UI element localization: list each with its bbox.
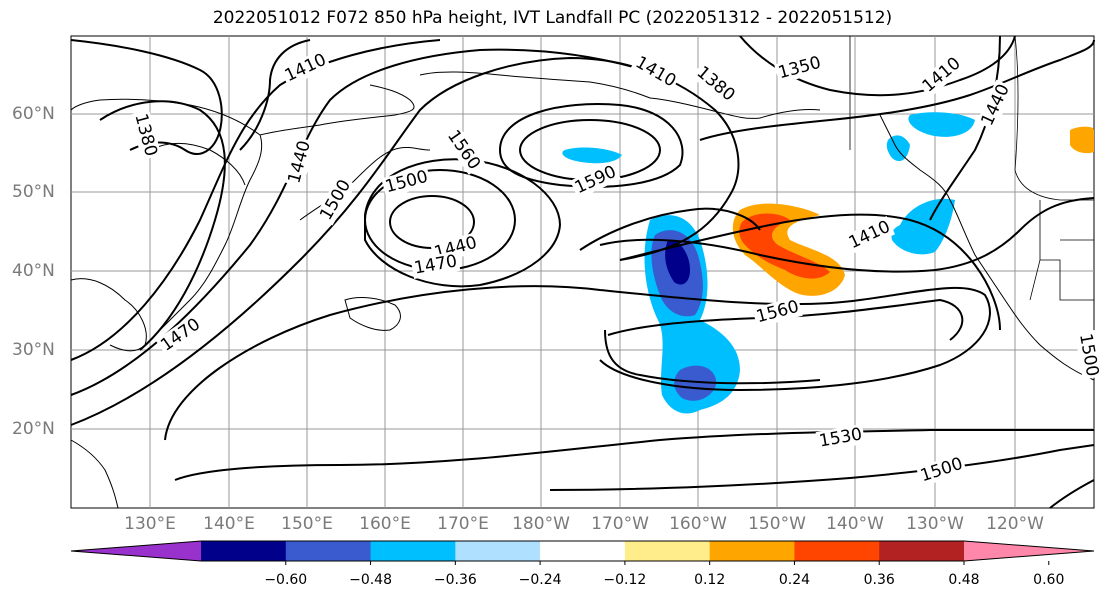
lat-label-40n: 40°N: [12, 261, 55, 281]
ivt-negative-plume-central-pacific: [644, 215, 740, 414]
colorbar-segment: [794, 541, 880, 561]
colorbar-segment: [285, 541, 372, 561]
lon-label-170w: 170°W: [591, 514, 649, 534]
colorbar-tick-label: 0.24: [778, 572, 811, 588]
height-contours: [70, 35, 1095, 509]
colorbar-extend-max: [964, 541, 1094, 561]
colorbar-extend-min: [71, 541, 201, 561]
colorbar-tick-label: −0.12: [603, 572, 647, 588]
colorbar-segment: [879, 541, 965, 561]
colorbar-outline: [70, 540, 1095, 562]
lon-label-170e: 170°E: [437, 514, 489, 534]
lon-label-150w: 150°W: [748, 514, 806, 534]
colorbar-segment: [709, 541, 795, 561]
lon-label-140e: 140°E: [203, 514, 255, 534]
colorbar-tick-label: 0.48: [948, 572, 980, 588]
colorbar-segment: [624, 541, 711, 561]
colorbar-segment: [455, 541, 541, 561]
lat-label-50n: 50°N: [12, 182, 55, 202]
ivt-negative-small-features: [562, 112, 1094, 255]
lat-label-60n: 60°N: [12, 104, 55, 124]
colorbar-tick-label: 0.60: [1033, 572, 1065, 588]
colorbar-segment: [540, 541, 626, 561]
colorbar: [70, 540, 1095, 565]
lon-label-160e: 160°E: [359, 514, 411, 534]
lon-label-180w: 180°W: [512, 514, 570, 534]
colorbar-tick-label: 0.36: [863, 572, 895, 588]
coastlines: [70, 71, 1095, 509]
colorbar-tick-label: −0.24: [518, 572, 562, 588]
map-title: 2022051012 F072 850 hPa height, IVT Land…: [212, 8, 893, 28]
lon-label-130w: 130°W: [906, 514, 964, 534]
colorbar-tick-label: −0.36: [433, 572, 477, 588]
map-frame: [70, 35, 1095, 509]
colorbar-tick-label: 0.12: [694, 572, 726, 588]
lon-label-150e: 150°E: [281, 514, 333, 534]
lat-label-30n: 30°N: [12, 340, 55, 360]
colorbar-segment: [201, 541, 287, 561]
lon-label-130e: 130°E: [124, 514, 176, 534]
lon-label-120w: 120°W: [986, 514, 1044, 534]
colorbar-tick-label: −0.60: [264, 572, 308, 588]
colorbar-segment: [370, 541, 456, 561]
colorbar-tick-label: −0.48: [349, 572, 392, 588]
lon-label-140w: 140°W: [826, 514, 884, 534]
lat-label-20n: 20°N: [12, 419, 55, 439]
lon-label-160w: 160°W: [669, 514, 727, 534]
